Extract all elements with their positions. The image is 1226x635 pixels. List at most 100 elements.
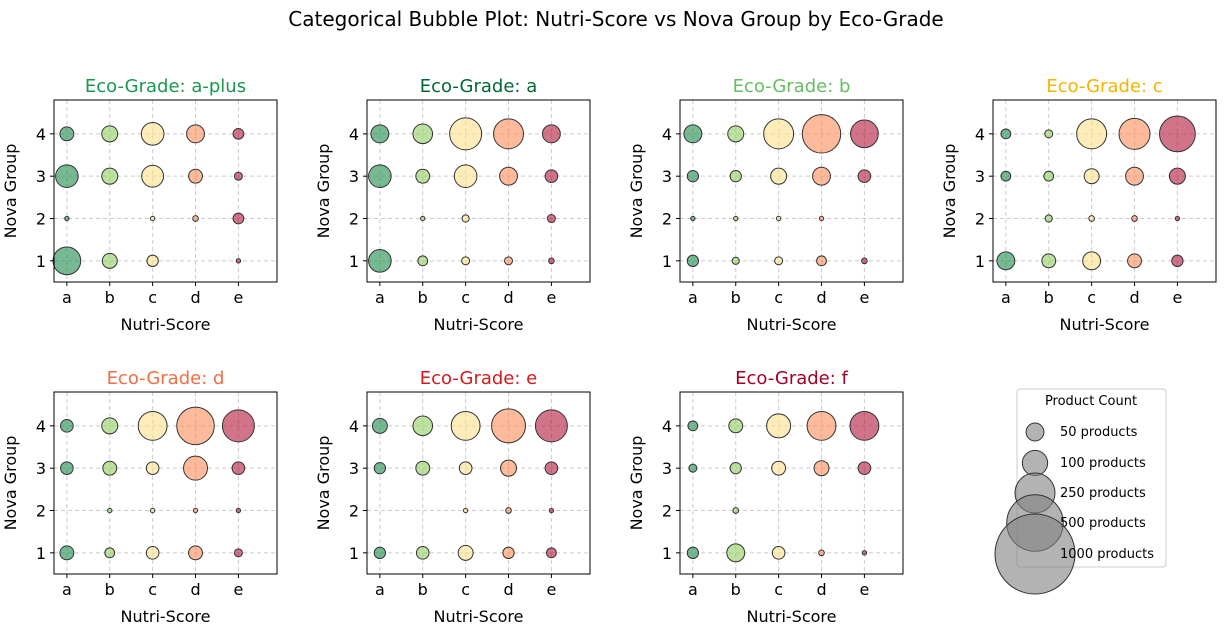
x-axis-label: Nutri-Score [121, 607, 211, 626]
bubble-point [861, 550, 868, 556]
bubble-point [1088, 215, 1095, 222]
y-tick-label: 1 [349, 252, 359, 271]
bubble-point [774, 256, 784, 266]
bubble-point [55, 164, 79, 188]
bubble-point [1168, 167, 1186, 185]
axes-frame [992, 99, 1217, 283]
x-tick-label: a [62, 288, 72, 307]
bubble-point [688, 463, 698, 473]
y-tick-label: 2 [36, 210, 46, 229]
bubble-point [732, 507, 740, 514]
bubble-point [368, 249, 392, 273]
bubble-point [233, 171, 243, 181]
x-tick-label: d [1129, 288, 1139, 307]
subplot-title: Eco-Grade: a-plus [85, 76, 246, 97]
bubble-point [1044, 129, 1054, 139]
bubble-point [186, 124, 205, 144]
bubble-point [1127, 253, 1142, 269]
bubble-point [415, 168, 431, 184]
bubble-point [818, 215, 825, 222]
x-tick-label: d [816, 288, 826, 307]
y-axis-label: Nova Group [627, 144, 646, 239]
x-tick-label: d [190, 580, 200, 599]
y-tick-label: 3 [36, 167, 46, 186]
bubble-point [183, 455, 209, 481]
y-tick-label: 1 [349, 544, 359, 563]
bubble-point [996, 251, 1016, 271]
x-tick-label: b [1044, 288, 1054, 307]
subplot-7: a b c d e 1 2 3 4 Eco-Grade: f Nutri-Score Nova Gro… [627, 368, 904, 626]
bubble-point [149, 507, 156, 514]
bubble-point [449, 117, 483, 151]
bubble-point [544, 461, 559, 476]
bubble-point [861, 257, 868, 265]
bubble-point [231, 461, 246, 476]
axes-frame [366, 99, 591, 283]
bubble-point [690, 215, 696, 222]
bubble-point [233, 548, 243, 558]
y-tick-label: 2 [975, 210, 985, 229]
x-tick-label: d [816, 580, 826, 599]
y-tick-label: 3 [36, 459, 46, 478]
y-axis-label: Nova Group [627, 436, 646, 531]
bubble-point [502, 546, 515, 559]
bubble-point [857, 169, 872, 184]
bubble-point [1043, 170, 1055, 182]
subplot-1: a b c d e 1 2 3 4 Eco-Grade: a-plus Nutri-Score Nov… [1, 76, 278, 334]
x-tick-label: b [418, 288, 428, 307]
subplot-grid: a b c d e 1 2 3 4 Eco-Grade: a-plus Nutri-Score Nov… [1, 76, 1217, 626]
bubble-point [461, 214, 470, 223]
legend-bubble [1025, 422, 1045, 442]
y-axis-label: Nova Group [940, 144, 959, 239]
bubble-point [101, 417, 119, 435]
y-tick-label: 4 [662, 125, 672, 144]
bubble-point [146, 254, 159, 267]
x-tick-label: c [148, 580, 157, 599]
bubble-point [1159, 115, 1196, 153]
subplot-2: a b c d e 1 2 3 4 Eco-Grade: a Nutri-Score Nova Gro… [314, 76, 591, 334]
legend-label: 250 products [1060, 486, 1146, 501]
x-tick-label: e [859, 580, 869, 599]
bubble-point [727, 125, 745, 143]
x-tick-label: a [688, 580, 698, 599]
bubble-point [176, 406, 215, 446]
y-axis-label: Nova Group [314, 144, 333, 239]
bubble-point [64, 215, 70, 222]
bubble-point [771, 460, 787, 476]
subplot-title: Eco-Grade: b [733, 76, 851, 97]
bubble-point [415, 460, 431, 476]
bubble-point [450, 410, 481, 441]
x-axis-label: Nutri-Score [121, 315, 211, 334]
bubble-point [373, 462, 387, 475]
bubble-point [192, 215, 199, 222]
bubble-point [686, 254, 700, 267]
bubble-point [499, 166, 518, 186]
bubble-point [733, 215, 739, 222]
x-tick-label: c [461, 580, 470, 599]
x-tick-label: c [774, 580, 783, 599]
bubble-point [849, 410, 880, 441]
bubble-point [534, 409, 568, 443]
bubble-point [140, 122, 165, 146]
bubble-point [729, 170, 742, 183]
axes-frame [679, 391, 904, 575]
legend-label: 1000 products [1060, 547, 1154, 562]
bubble-point [491, 408, 526, 444]
y-axis-label: Nova Group [1, 436, 20, 531]
y-tick-label: 4 [36, 417, 46, 436]
x-tick-label: c [774, 288, 783, 307]
bubble-point [1076, 118, 1108, 150]
x-tick-label: d [190, 288, 200, 307]
x-axis-label: Nutri-Score [747, 607, 837, 626]
bubble-point [1131, 215, 1138, 222]
bubble-point [371, 417, 388, 434]
bubble-point [102, 460, 118, 476]
y-tick-label: 1 [36, 544, 46, 563]
bubble-point [1083, 168, 1100, 185]
bubble-point [731, 256, 740, 265]
bubble-point [1174, 215, 1181, 222]
bubble-point [1041, 253, 1057, 269]
bubble-point [763, 118, 795, 150]
x-tick-label: b [731, 288, 741, 307]
bubble-point [462, 507, 469, 514]
